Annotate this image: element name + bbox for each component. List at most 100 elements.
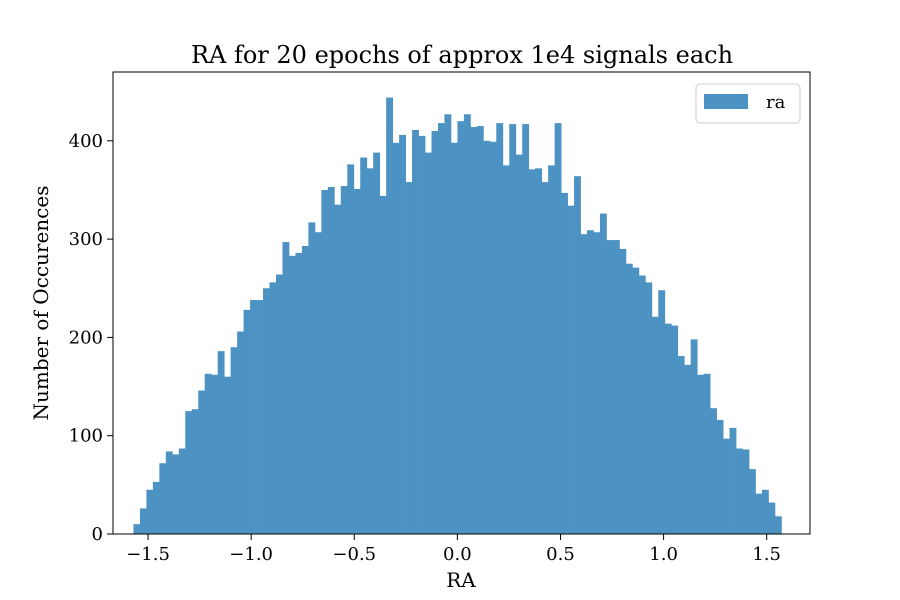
x-tick-label: −0.5 (332, 544, 376, 565)
histogram-bar (340, 186, 348, 534)
histogram-bar (554, 123, 562, 535)
histogram-bar (288, 255, 296, 534)
histogram-bar (418, 135, 426, 534)
legend-label: ra (766, 92, 786, 113)
histogram-bar (755, 493, 763, 534)
histogram-bar (230, 347, 238, 534)
histogram-bar (748, 469, 756, 534)
x-axis-label: RA (446, 568, 476, 592)
legend: ra (695, 83, 801, 124)
histogram-bar (159, 463, 167, 534)
histogram-bar (690, 339, 698, 534)
legend-swatch (704, 94, 748, 109)
histogram-bar (548, 165, 556, 534)
histogram-bar (489, 141, 497, 535)
histogram-bar (139, 508, 147, 534)
x-tick-label: −1.0 (229, 544, 273, 565)
histogram-bar (360, 157, 368, 534)
histogram-bar (172, 454, 180, 534)
x-tick-label: 0.5 (546, 544, 575, 565)
histogram-bar (742, 449, 750, 534)
y-tick-label: 400 (69, 131, 103, 152)
histogram-bar (412, 130, 419, 534)
histogram-bar (198, 390, 206, 534)
histogram-bar (515, 154, 523, 534)
histogram-bar (528, 169, 536, 534)
histogram-bar (599, 213, 607, 535)
histogram-bar (496, 123, 504, 535)
histogram-bar (697, 374, 705, 534)
histogram-bar (276, 274, 283, 534)
x-tick-label: 0.0 (443, 544, 472, 565)
histogram-bar (664, 323, 672, 534)
histogram-bar (211, 374, 219, 534)
histogram-bar (716, 419, 724, 534)
histogram-bar (178, 448, 186, 534)
histogram-bar (671, 325, 679, 534)
histogram-bar (774, 516, 782, 534)
chart-title: RA for 20 epochs of approx 1e4 signals e… (191, 41, 733, 69)
histogram-bar (295, 252, 303, 534)
histogram-bar (314, 232, 322, 535)
histogram-bar (353, 188, 361, 534)
histogram-bar (146, 489, 154, 534)
x-tick-label: −1.5 (126, 544, 170, 565)
histogram-bar (256, 300, 264, 534)
histogram-bar (431, 130, 439, 535)
histogram-bar (574, 176, 581, 534)
x-axis-ticks: −1.5 −1.0 −0.5 0.0 0.5 1.0 1.5 (126, 534, 781, 565)
histogram-bar (645, 282, 653, 534)
histogram-bar (308, 222, 316, 534)
histogram-bar (165, 451, 173, 534)
histogram-bar (463, 114, 471, 535)
histogram-bar (612, 240, 620, 534)
histogram-bar (729, 427, 737, 534)
histogram-bar (444, 114, 452, 535)
histogram-bar (723, 438, 730, 534)
histogram-bar (282, 242, 290, 534)
plot-area-frame (112, 71, 811, 535)
histogram-bar (736, 448, 743, 534)
histogram-bar (703, 373, 711, 534)
histogram-bar (593, 232, 601, 535)
histogram-bar (450, 142, 458, 534)
histogram-bar (224, 376, 232, 534)
histogram-bar (243, 309, 251, 534)
histogram-bar (606, 240, 614, 534)
histogram-bar (301, 245, 309, 535)
y-tick-label: 300 (69, 229, 103, 250)
y-tick-label: 200 (69, 327, 103, 348)
histogram-bar (509, 124, 517, 534)
histogram-bar (541, 182, 549, 534)
histogram-bar (483, 140, 491, 534)
histogram-bar (237, 331, 244, 534)
histogram-bar (425, 152, 432, 534)
x-tick-label: 1.0 (649, 544, 678, 565)
histogram-bar (204, 373, 212, 534)
y-axis-ticks: 0 100 200 300 400 (69, 131, 113, 545)
histogram-bar (470, 127, 478, 535)
y-axis-label: Number of Occurences (29, 186, 53, 421)
histogram-bar (502, 165, 510, 534)
histogram-bar (133, 524, 141, 534)
histogram-bar (567, 205, 575, 534)
histogram-bar (522, 124, 530, 534)
histogram-bar (535, 168, 543, 534)
histogram-bar (392, 142, 400, 534)
histogram-bar (580, 234, 588, 534)
histogram-bar (587, 230, 594, 534)
histogram-bar (379, 195, 387, 535)
y-tick-label: 100 (69, 426, 103, 447)
histogram-bar (561, 192, 568, 534)
histogram-bar (250, 300, 257, 534)
histogram-bar (638, 275, 646, 534)
histogram-bar (625, 263, 633, 534)
histogram-bar (619, 248, 627, 534)
y-tick-label: 0 (92, 524, 103, 545)
histogram-bar (677, 356, 685, 534)
histogram-bar (405, 182, 413, 534)
histogram-bar (710, 408, 717, 534)
histogram-bar (373, 152, 381, 534)
histogram-bar (658, 290, 666, 534)
